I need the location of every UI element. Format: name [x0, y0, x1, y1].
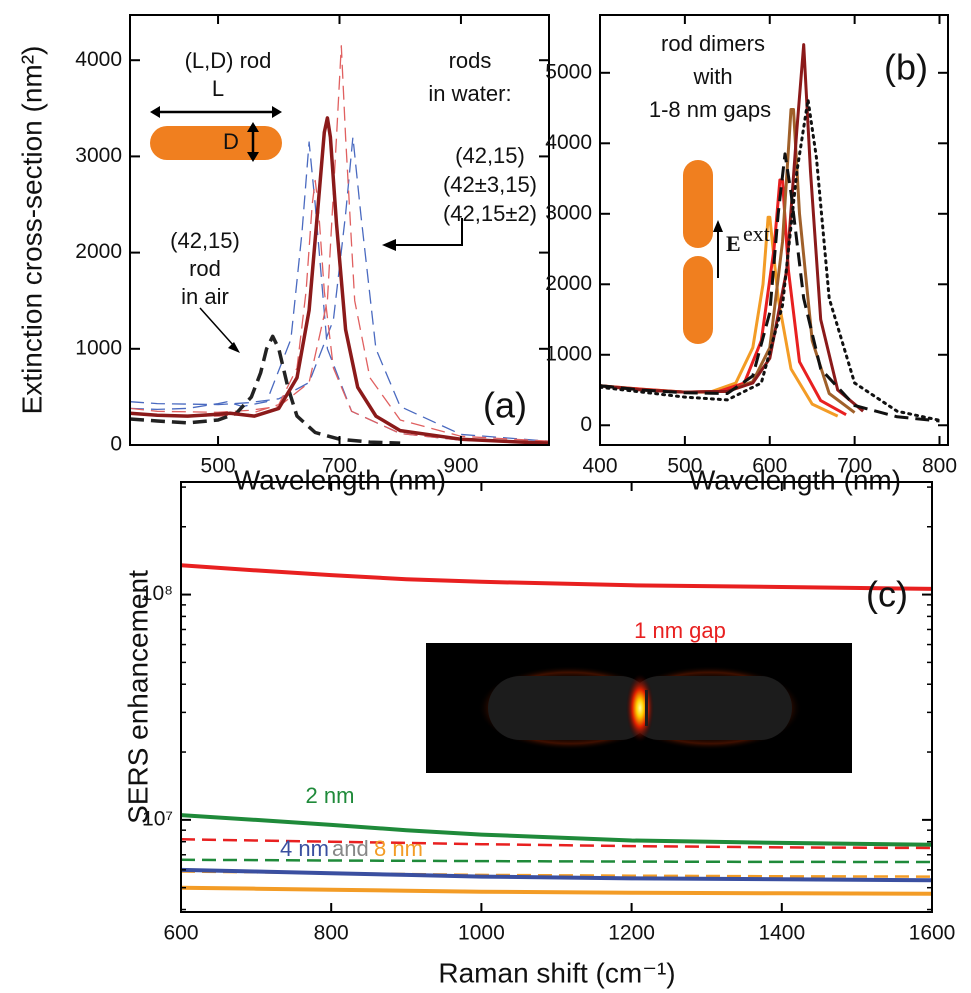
y-tick-label: 3000	[75, 144, 122, 167]
annotation: with	[692, 64, 732, 89]
y-tick-label: 1000	[545, 342, 592, 365]
annotation: ext	[743, 221, 770, 246]
y-tick-label: 1000	[75, 336, 122, 359]
pointer-arrow-head	[382, 239, 396, 251]
annotation: D	[223, 129, 239, 154]
series-line	[181, 838, 932, 850]
series-line	[181, 867, 932, 883]
annotation: (42,15±2)	[443, 201, 537, 226]
annotation: 8 nm	[374, 836, 423, 861]
x-tick-label: 1400	[758, 922, 805, 945]
annotation: in air	[181, 284, 229, 309]
plot-area	[600, 43, 941, 423]
dimer-rod	[683, 256, 713, 344]
y-tick-label: 5000	[545, 60, 592, 83]
annotation: (42,15)	[170, 228, 240, 253]
annotation: 4 nm	[280, 836, 329, 861]
panel-label: (c)	[866, 574, 908, 615]
plot-area	[181, 563, 932, 896]
y-tick-label: 4000	[75, 48, 122, 71]
axes-frame	[180, 481, 933, 913]
pointer-arrow	[199, 307, 235, 347]
pointer-arrow	[392, 218, 463, 246]
annotation: 2 nm	[306, 783, 355, 808]
annotation: 1-8 nm gaps	[649, 97, 771, 122]
annotation: (42,15)	[455, 143, 525, 168]
series-line	[130, 179, 549, 444]
x-tick-label: 1600	[909, 922, 956, 945]
x-tick-label: 800	[922, 455, 957, 478]
y-tick-label: 10⁸	[141, 582, 173, 605]
series-line	[181, 563, 932, 591]
y-tick-label: 2000	[75, 240, 122, 263]
rod-shape	[150, 126, 282, 160]
x-tick-label: 600	[163, 922, 198, 945]
series-line	[181, 813, 932, 847]
series-line	[600, 98, 941, 422]
series-line	[600, 152, 940, 423]
diameter-arrow-heads	[247, 122, 259, 162]
y-tick-label: 2000	[545, 272, 592, 295]
annotation: 1 nm gap	[634, 618, 726, 643]
annotation: rods	[449, 48, 492, 73]
panel-label: (a)	[483, 385, 527, 426]
series-line	[130, 334, 401, 445]
x-axis-title: Wavelength (nm)	[689, 464, 901, 495]
annotation: in water:	[428, 81, 511, 106]
x-tick-label: 1000	[458, 922, 505, 945]
y-tick-label: 0	[110, 433, 122, 456]
series-line	[181, 885, 932, 896]
x-tick-label: 400	[582, 455, 617, 478]
x-tick-label: 600	[752, 455, 787, 478]
panel-label: (b)	[884, 47, 928, 88]
x-tick-label: 900	[443, 455, 478, 478]
x-axis-title: Wavelength (nm)	[234, 464, 446, 495]
annotation: rod dimers	[661, 31, 765, 56]
dimer-rod	[683, 160, 713, 248]
annotation: E	[726, 231, 741, 256]
annotation: L	[212, 76, 224, 101]
x-tick-label: 500	[201, 455, 236, 478]
x-tick-label: 700	[322, 455, 357, 478]
y-tick-label: 10⁷	[142, 807, 173, 830]
field-map-inset	[426, 643, 852, 773]
pointer-arrow-head	[228, 342, 240, 353]
field-arrow-head	[713, 220, 723, 232]
axes-frame	[599, 14, 949, 446]
x-tick-label: 500	[667, 455, 702, 478]
y-tick-label: 3000	[545, 201, 592, 224]
series-line	[130, 45, 549, 442]
series-line	[130, 116, 549, 445]
y-tick-label: 0	[580, 413, 592, 436]
x-tick-label: 1200	[608, 922, 655, 945]
annotation: and	[332, 836, 369, 861]
y-tick-label: 4000	[545, 131, 592, 154]
annotation: (42±3,15)	[443, 172, 537, 197]
x-tick-label: 800	[314, 922, 349, 945]
annotation: rod	[189, 256, 221, 281]
series-line	[181, 858, 932, 864]
annotation: (L,D) rod	[185, 48, 272, 73]
plot-area	[130, 45, 549, 445]
y-axis-title: SERS enhancement	[122, 570, 153, 824]
y-axis-title: Extinction cross-section (nm²)	[16, 46, 47, 415]
x-tick-label: 700	[837, 455, 872, 478]
x-axis-title: Raman shift (cm⁻¹)	[438, 957, 675, 988]
